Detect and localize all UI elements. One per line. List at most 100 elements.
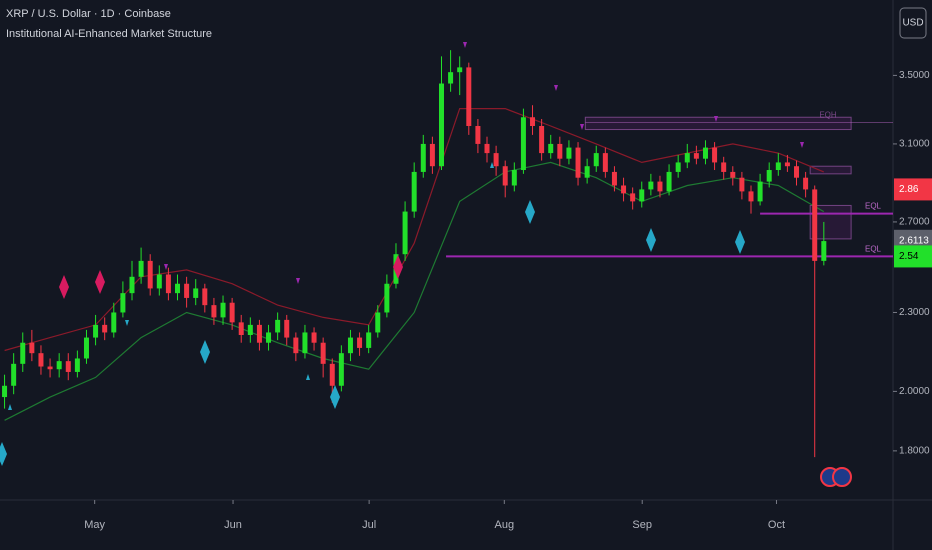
candle-body <box>375 312 381 333</box>
triangle <box>164 264 168 270</box>
candle-body <box>175 283 181 294</box>
price-label: 2.6113 <box>899 235 929 246</box>
candle-body <box>712 147 718 163</box>
candle-body <box>457 67 463 73</box>
signal-markers <box>0 42 804 466</box>
candle-body <box>566 147 572 159</box>
price-label: 2.86 <box>899 184 919 195</box>
band-line <box>4 161 825 421</box>
triangle <box>463 42 467 48</box>
candle-body <box>402 211 408 255</box>
level-label: EQH <box>819 111 837 120</box>
candle-body <box>275 319 281 333</box>
candle-body <box>784 162 790 167</box>
candle-body <box>775 162 781 171</box>
candle-body <box>812 189 818 261</box>
diamond <box>0 442 7 466</box>
candle-body <box>83 337 89 359</box>
candle-body <box>11 363 17 386</box>
candle-body <box>502 166 508 186</box>
candle-body <box>2 385 8 398</box>
candle-body <box>147 260 153 289</box>
diamond <box>525 200 535 224</box>
price-label-box <box>894 178 932 201</box>
candle-body <box>548 143 554 154</box>
diamond <box>735 230 745 254</box>
zone <box>584 116 852 131</box>
candle-body <box>684 153 690 163</box>
candle-body <box>256 324 262 343</box>
candle-body <box>448 72 454 84</box>
candle-body <box>65 361 71 372</box>
candle-body <box>411 171 417 212</box>
header: XRP / U.S. Dollar · 1D · Coinbase Instit… <box>6 8 212 40</box>
candle-body <box>102 324 108 333</box>
candle-body <box>539 125 545 154</box>
candle-body <box>675 162 681 172</box>
price-label: 2.54 <box>899 251 919 262</box>
candle-body <box>229 302 235 323</box>
x-tick-label: May <box>84 519 105 531</box>
candle-body <box>357 337 363 348</box>
level-label: EQL <box>865 245 882 254</box>
triangle <box>296 278 300 284</box>
candle-body <box>584 166 590 178</box>
candle-body <box>511 170 517 186</box>
candle-body <box>165 274 171 294</box>
diamond <box>200 340 210 364</box>
x-tick-label: Oct <box>768 519 785 531</box>
candle-body <box>475 125 481 144</box>
candle-body <box>748 191 754 202</box>
zone <box>809 165 852 175</box>
candle-body <box>184 283 190 298</box>
diamond <box>59 275 69 299</box>
candle-body <box>347 337 353 354</box>
candle-body <box>557 143 563 159</box>
candle-body <box>821 241 827 261</box>
candle-body <box>56 361 62 370</box>
candle-body <box>657 181 663 192</box>
y-tick-label: 2.0000 <box>899 386 930 397</box>
candle-body <box>284 319 290 338</box>
x-tick-label: Jul <box>362 519 376 531</box>
candle-body <box>220 302 226 318</box>
candle-body <box>721 162 727 172</box>
plot-area: EQH EQL EQL <box>2 50 893 458</box>
triangle <box>8 404 12 410</box>
candle-body <box>611 171 617 186</box>
candle-body <box>293 337 299 354</box>
candle-body <box>493 153 499 167</box>
diamond <box>330 385 340 409</box>
candle-body <box>29 342 35 354</box>
candle-body <box>429 143 435 167</box>
candle-body <box>193 288 199 298</box>
candle-body <box>238 322 244 336</box>
candle-body <box>438 83 444 167</box>
candle-body <box>602 153 608 172</box>
candle-body <box>129 276 135 294</box>
candle-body <box>156 274 162 289</box>
candle-body <box>730 171 736 178</box>
diamond <box>646 228 656 252</box>
candle-body <box>211 305 217 318</box>
candle-body <box>648 181 654 190</box>
diamond <box>393 255 403 279</box>
axes: 1.8000 2.0000 2.3000 2.7000 3.1000 3.5000 May J… <box>84 70 932 531</box>
candle-body <box>93 324 99 338</box>
candle-body <box>757 181 763 202</box>
candle-body <box>20 342 26 364</box>
candle-body <box>202 288 208 306</box>
y-tick-label: 3.1000 <box>899 139 930 150</box>
candle-body <box>302 332 308 354</box>
candle-body <box>702 147 708 159</box>
x-tick-label: Aug <box>495 519 515 531</box>
x-tick-label: Sep <box>632 519 652 531</box>
candle-body <box>639 189 645 202</box>
y-tick-label: 2.3000 <box>899 307 930 318</box>
currency-button[interactable] <box>899 7 927 39</box>
triangle <box>800 142 804 148</box>
candle-body <box>803 177 809 190</box>
y-tick-label: 3.5000 <box>899 70 930 81</box>
